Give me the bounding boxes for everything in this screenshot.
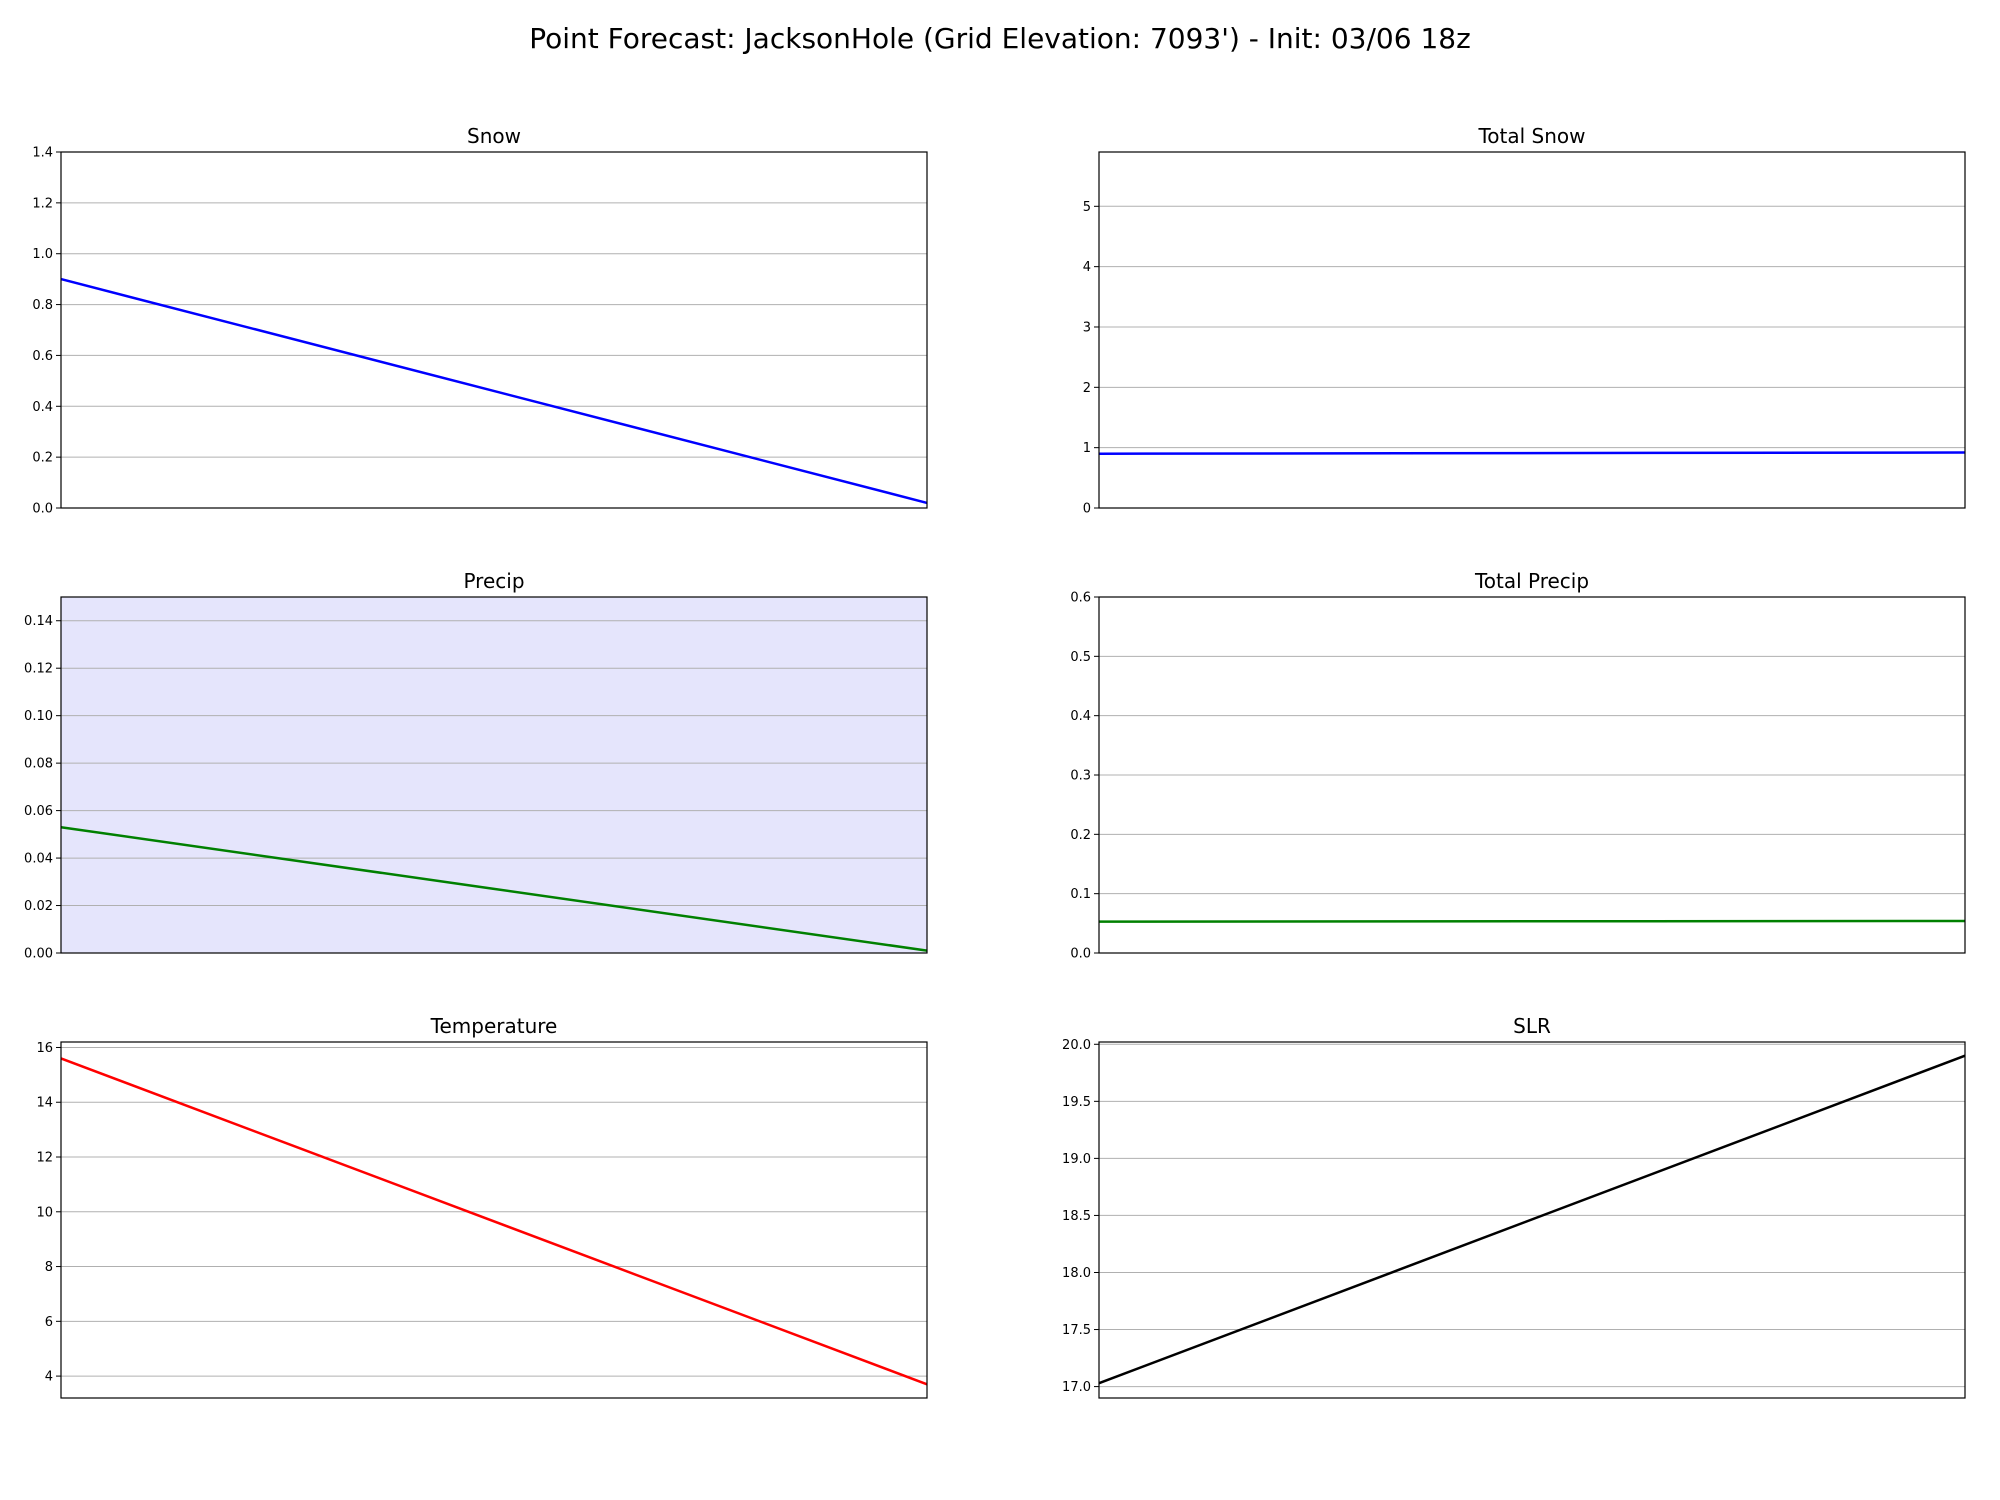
series-line-temperature-0 <box>60 1057 928 1386</box>
ytick-label-total-snow-2: 2 <box>1083 381 1091 396</box>
panel-temperature: 4 6 8 10 12 14 16 Temperature <box>36 1014 928 1399</box>
series-line-total-precip-0 <box>1098 919 1966 923</box>
ytick-label-precip-3: 0.06 <box>24 804 53 819</box>
ytick-label-temperature-0: 4 <box>45 1370 53 1385</box>
series-line-total-snow-0 <box>1098 451 1966 455</box>
ytick-label-precip-0: 0.00 <box>24 947 53 962</box>
ytick-label-temperature-1: 6 <box>45 1315 53 1330</box>
ytick-label-total-precip-5: 0.5 <box>1070 650 1091 665</box>
ytick-label-total-precip-4: 0.4 <box>1070 709 1091 724</box>
ytick-label-temperature-6: 16 <box>36 1041 53 1056</box>
ytick-label-snow-4: 0.8 <box>32 298 53 313</box>
ytick-label-slr-6: 20.0 <box>1062 1038 1091 1053</box>
ytick-label-snow-7: 1.4 <box>32 146 53 161</box>
ytick-label-temperature-4: 12 <box>36 1151 53 1166</box>
ytick-label-total-snow-1: 1 <box>1083 441 1091 456</box>
axes-frame-precip <box>60 596 928 954</box>
ytick-label-total-snow-5: 5 <box>1083 200 1091 215</box>
ytick-label-precip-2: 0.04 <box>24 852 53 867</box>
ytick-label-slr-1: 17.5 <box>1062 1323 1091 1338</box>
axes-frame-slr <box>1098 1041 1966 1399</box>
panel-title-temperature: Temperature <box>430 1014 558 1038</box>
axes-frame-temperature <box>60 1041 928 1399</box>
ytick-label-total-precip-0: 0.0 <box>1070 947 1091 962</box>
ytick-label-precip-7: 0.14 <box>24 614 53 629</box>
ytick-label-slr-5: 19.5 <box>1062 1095 1091 1110</box>
series-line-slr-0 <box>1098 1054 1966 1385</box>
figure-title: Point Forecast: JacksonHole (Grid Elevat… <box>529 22 1471 55</box>
ytick-label-slr-2: 18.0 <box>1062 1266 1091 1281</box>
panel-title-slr: SLR <box>1513 1014 1551 1038</box>
ytick-label-slr-3: 18.5 <box>1062 1209 1091 1224</box>
ytick-label-total-snow-4: 4 <box>1083 260 1091 275</box>
ytick-label-total-precip-6: 0.6 <box>1070 591 1091 606</box>
panel-precip: 0.00 0.02 0.04 0.06 0.08 0.10 0.12 0.14 Precip <box>24 569 928 962</box>
ytick-label-total-precip-3: 0.3 <box>1070 769 1091 784</box>
ytick-label-snow-1: 0.2 <box>32 451 53 466</box>
ytick-label-snow-0: 0.0 <box>32 502 53 517</box>
panel-snow: 0.0 0.2 0.4 0.6 0.8 1.0 1.2 1.4 Snow <box>32 124 928 517</box>
ytick-label-total-precip-1: 0.1 <box>1070 887 1091 902</box>
series-line-precip-0 <box>60 825 928 952</box>
series-line-snow-0 <box>60 277 928 505</box>
axes-frame-snow <box>60 151 928 509</box>
panel-slr: 17.0 17.5 18.0 18.5 19.0 19.5 20.0 SLR <box>1062 1014 1966 1399</box>
ytick-label-snow-6: 1.2 <box>32 196 53 211</box>
panel-title-snow: Snow <box>467 124 521 148</box>
ytick-label-precip-6: 0.12 <box>24 662 53 677</box>
panel-total-snow: 0 1 2 3 4 5 Total Snow <box>1083 124 1966 517</box>
ytick-label-slr-4: 19.0 <box>1062 1152 1091 1167</box>
ytick-label-snow-2: 0.4 <box>32 400 53 415</box>
axes-frame-total-snow <box>1098 151 1966 509</box>
panel-title-total-snow: Total Snow <box>1477 124 1585 148</box>
ytick-label-snow-3: 0.6 <box>32 349 53 364</box>
ytick-label-temperature-3: 10 <box>36 1205 53 1220</box>
panel-total-precip: 0.0 0.1 0.2 0.3 0.4 0.5 0.6 Total Precip <box>1070 569 1966 962</box>
ytick-label-snow-5: 1.0 <box>32 247 53 262</box>
ytick-label-total-precip-2: 0.2 <box>1070 828 1091 843</box>
ytick-label-precip-5: 0.10 <box>24 709 53 724</box>
ytick-label-total-snow-0: 0 <box>1083 502 1091 517</box>
ytick-label-total-snow-3: 3 <box>1083 320 1091 335</box>
ytick-label-precip-4: 0.08 <box>24 757 53 772</box>
ytick-label-slr-0: 17.0 <box>1062 1380 1091 1395</box>
ytick-label-temperature-5: 14 <box>36 1096 53 1111</box>
ytick-label-precip-1: 0.02 <box>24 899 53 914</box>
panel-title-total-precip: Total Precip <box>1474 569 1589 593</box>
ytick-label-temperature-2: 8 <box>45 1260 53 1275</box>
panel-title-precip: Precip <box>463 569 524 593</box>
plot-background-precip <box>61 597 927 953</box>
